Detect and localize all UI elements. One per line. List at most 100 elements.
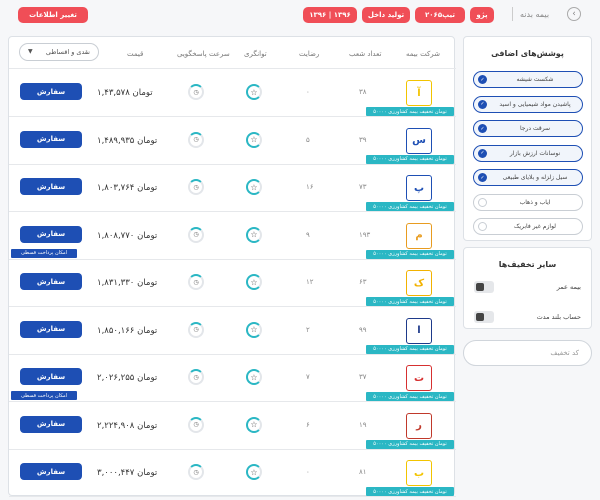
capability-star-icon: ☆ <box>246 369 262 385</box>
response-speed-icon: ◷ <box>188 274 204 290</box>
coverage-option[interactable]: ✓ شکست شیشه <box>473 71 583 88</box>
order-button[interactable]: سفارش <box>20 225 82 243</box>
price-value: ۱,۸۳۱,۳۳۰ تومان <box>97 278 158 288</box>
coverage-option[interactable]: ✓ پاشیدن مواد شیمیایی و اسید <box>473 95 583 113</box>
coverage-option[interactable]: ایاب و ذهاب <box>473 193 583 211</box>
order-button[interactable]: سفارش <box>20 368 82 385</box>
branches-value: ۳۷ <box>359 373 367 381</box>
results-table: شرکت بیمه تعداد شعب رضایت توانگری سرعت پ… <box>8 36 456 497</box>
header-branches: تعداد شعب <box>349 50 382 58</box>
order-button[interactable]: سفارش <box>20 415 82 433</box>
capability-star-icon: ☆ <box>246 131 262 148</box>
order-button[interactable]: سفارش <box>20 83 82 100</box>
coverage-label: لوازم غیر فابریک <box>514 223 556 230</box>
response-speed-icon: ◷ <box>188 369 204 385</box>
company-logo: ا <box>406 317 432 344</box>
response-speed-icon: ◷ <box>188 464 204 480</box>
order-button[interactable]: سفارش <box>20 178 82 195</box>
coverage-label: سیل زلزله و بلایای طبیعی <box>502 174 568 181</box>
discount-badge: ۵۰۰۰۰ تومان تخفیف بیمه کشاورزی <box>366 392 454 401</box>
coverage-option[interactable]: ✓ سیل زلزله و بلایای طبیعی <box>473 169 583 186</box>
company-logo: ر <box>406 412 432 439</box>
price-value: ۲,۰۲۶,۲۵۵ تومان <box>97 373 158 383</box>
breadcrumb: بیمه بدنه <box>520 10 550 19</box>
discount-badge: ۵۰۰۰۰ تومان تخفیف بیمه کشاورزی <box>366 344 454 354</box>
branches-value: ۳۹ <box>359 135 367 144</box>
coverage-option[interactable]: لوازم غیر فابریک <box>473 218 583 235</box>
company-logo: ب <box>406 460 432 486</box>
response-speed-icon: ◷ <box>188 179 204 195</box>
discount-badge: ۵۰۰۰۰ تومان تخفیف بیمه کشاورزی <box>366 297 454 306</box>
extra-coverages-title: پوشش‌های اضافی <box>491 49 564 58</box>
satisfaction-value: ۰ <box>306 468 310 476</box>
satisfaction-value: ۵ <box>306 135 310 144</box>
check-icon: ✓ <box>478 148 487 158</box>
company-logo: س <box>406 127 432 154</box>
response-speed-icon: ◷ <box>188 226 204 243</box>
header-price: قیمت <box>127 50 144 58</box>
chevron-left-icon: ‹ <box>572 9 576 19</box>
header-response: سرعت پاسخگویی <box>177 50 230 58</box>
response-speed-icon: ◷ <box>188 84 204 100</box>
discount-badge: ۵۰۰۰۰ تومان تخفیف بیمه کشاورزی <box>366 439 454 449</box>
branches-value: ۷۳ <box>359 183 367 191</box>
coverage-label: نوسانات ارزش بازار <box>509 149 561 157</box>
company-logo: ت <box>406 365 432 391</box>
capability-star-icon: ☆ <box>246 274 262 290</box>
coverage-label: شکست شیشه <box>516 76 554 83</box>
price-value: ۱,۸۰۳,۷۶۴ تومان <box>97 183 158 193</box>
payment-type-value: نقدی و اقساطی <box>45 48 90 56</box>
table-row: سفارش ۱,۸۰۳,۷۶۴ تومان ◷ ☆ ۱۶ ۷۳ پ ۵۰۰۰۰ تومان ت… <box>9 165 456 212</box>
header-satisfaction: رضایت <box>299 50 320 58</box>
coverage-label: پاشیدن مواد شیمیایی و اسید <box>499 100 571 108</box>
table-row: سفارش ۲,۰۲۶,۲۵۵ تومان ◷ ☆ ۷ ۳۷ ت ۵۰۰۰۰ تومان تخ… <box>9 355 456 402</box>
capability-star-icon: ☆ <box>246 321 262 338</box>
order-button[interactable]: سفارش <box>20 463 82 480</box>
branches-value: ۱۹۳ <box>359 230 371 239</box>
discount-badge: ۵۰۰۰۰ تومان تخفیف بیمه کشاورزی <box>366 154 454 164</box>
satisfaction-value: ۰ <box>306 88 310 96</box>
payment-type-select[interactable]: ▼ نقدی و اقساطی <box>19 43 99 61</box>
capability-star-icon: ☆ <box>246 226 262 243</box>
change-info-button[interactable]: تغییر اطلاعات <box>18 7 88 23</box>
discount-badge: ۵۰۰۰۰ تومان تخفیف بیمه کشاورزی <box>366 202 454 211</box>
order-button[interactable]: سفارش <box>20 273 82 290</box>
back-button[interactable]: ‹ <box>567 7 581 21</box>
top-bar: ‹ بیمه بدنه پژو ۲۰۶تیپ۵ تولید داخل ۱۳۹۶ … <box>0 0 600 32</box>
company-logo: م <box>406 222 432 249</box>
breadcrumb-divider <box>512 7 513 21</box>
toggle-knob <box>476 283 484 291</box>
header-capability: توانگری <box>244 50 267 58</box>
satisfaction-value: ۲ <box>306 325 310 334</box>
table-row: سفارش ۱,۴۳,۵۷۸ تومان ◷ ☆ ۰ ۳۸ آ ۵۰۰۰۰ تومان تخف… <box>9 70 456 117</box>
table-row: سفارش ۱,۸۰۸,۷۷۰ تومان ◷ ☆ ۹ ۱۹۳ م ۵۰۰۰۰ تومان ت… <box>9 213 456 260</box>
toggle-life-insurance[interactable] <box>474 281 494 293</box>
branches-value: ۸۱ <box>359 468 367 476</box>
chip-brand: پژو <box>470 7 494 23</box>
order-button[interactable]: سفارش <box>20 320 82 338</box>
coverage-option[interactable]: ✓ سرقت درجا <box>473 120 583 137</box>
company-logo: پ <box>406 175 432 201</box>
satisfaction-value: ۱۶ <box>306 183 314 191</box>
satisfaction-value: ۶ <box>306 420 310 429</box>
capability-star-icon: ☆ <box>246 464 262 480</box>
coupon-input[interactable]: کد تخفیف <box>463 340 592 366</box>
price-value: ۱,۸۵۰,۱۶۶ تومان <box>97 325 158 336</box>
coverage-label: سرقت درجا <box>519 125 551 132</box>
chip-model: ۲۰۶تیپ۵ <box>415 7 465 23</box>
response-speed-icon: ◷ <box>188 416 204 433</box>
table-row: سفارش ۳,۰۰۰,۴۴۷ تومان ◷ ☆ ۰ ۸۱ ب ۵۰۰۰۰ تومان تخ… <box>9 450 456 497</box>
toggle-long-term-account[interactable] <box>474 311 494 323</box>
coverage-option[interactable]: ✓ نوسانات ارزش بازار <box>473 144 583 162</box>
table-row: سفارش ۱,۸۵۰,۱۶۶ تومان ◷ ☆ ۲ ۹۹ ا ۵۰۰۰۰ تومان تخ… <box>9 308 456 355</box>
table-row: سفارش ۱,۴۸۹,۹۳۵ تومان ◷ ☆ ۵ ۳۹ س ۵۰۰۰۰ تومان تخ… <box>9 118 456 165</box>
capability-star-icon: ☆ <box>246 416 262 433</box>
discount-badge: ۵۰۰۰۰ تومان تخفیف بیمه کشاورزی <box>366 107 454 116</box>
chip-year: ۱۳۹۶ | ۱۳۹۶ <box>303 7 357 23</box>
branches-value: ۱۹ <box>359 420 367 429</box>
branches-value: ۹۹ <box>359 325 367 334</box>
empty-check-icon <box>478 197 487 207</box>
order-button[interactable]: سفارش <box>20 130 82 148</box>
discount-badge: ۵۰۰۰۰ تومان تخفیف بیمه کشاورزی <box>366 249 454 259</box>
response-speed-icon: ◷ <box>188 131 204 148</box>
